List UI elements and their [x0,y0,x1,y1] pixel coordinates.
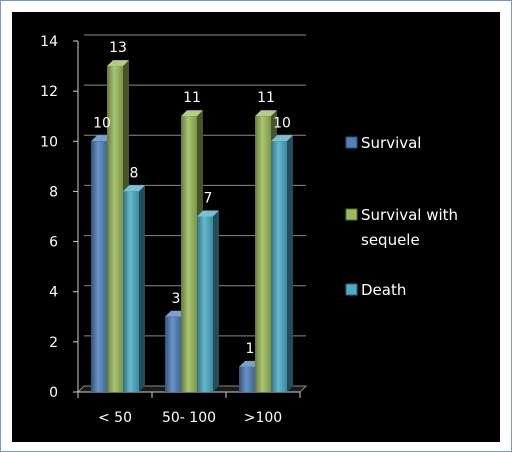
bar [123,191,139,392]
x-tick-label: < 50 [98,410,132,426]
bar-top [197,210,219,217]
bar-side [287,135,293,392]
y-tick-label: 4 [49,285,58,301]
chart-area: 0 2 4 6 8 10 12 14 < 50 50- 100 >100 10 13 8 3 11 7 1 11 10… [12,12,500,442]
legend-label: Survival with [361,206,458,224]
data-label: 8 [130,165,139,181]
bar [255,116,271,392]
y-tick-label: 12 [40,84,58,100]
y-tick-label: 8 [49,184,58,200]
legend-swatch [345,208,358,221]
legend-label: Survival [361,134,421,152]
data-label: 13 [109,40,127,56]
y-tick-label: 6 [49,235,58,251]
bar [181,116,197,392]
data-label: 1 [246,341,255,357]
bar-top [271,135,293,142]
y-tick-label: 10 [40,134,58,150]
data-label: 3 [172,291,181,307]
bar-top [107,60,129,67]
data-label: 10 [93,115,111,131]
x-tick-label: >100 [244,410,282,426]
legend-label: sequele [361,231,420,249]
y-tick-label: 2 [49,335,58,351]
bar [165,316,181,392]
data-label: 11 [183,90,201,106]
legend-swatch [345,136,358,149]
bar [239,366,255,392]
legend-swatch [345,283,358,296]
data-label: 11 [257,90,275,106]
bar [271,141,287,392]
data-label: 10 [273,115,291,131]
bar-side [139,185,145,392]
data-label: 7 [204,191,213,207]
bar-top [123,185,145,192]
bar [197,216,213,392]
bar-top [255,110,277,117]
legend-label: Death [361,281,406,299]
x-tick-label: 50- 100 [162,410,216,426]
bar-side [213,210,219,392]
y-tick-label: 0 [49,385,58,401]
bar [107,66,123,393]
bar [91,141,107,392]
y-tick-label: 14 [40,34,58,50]
bar-top [181,110,203,117]
